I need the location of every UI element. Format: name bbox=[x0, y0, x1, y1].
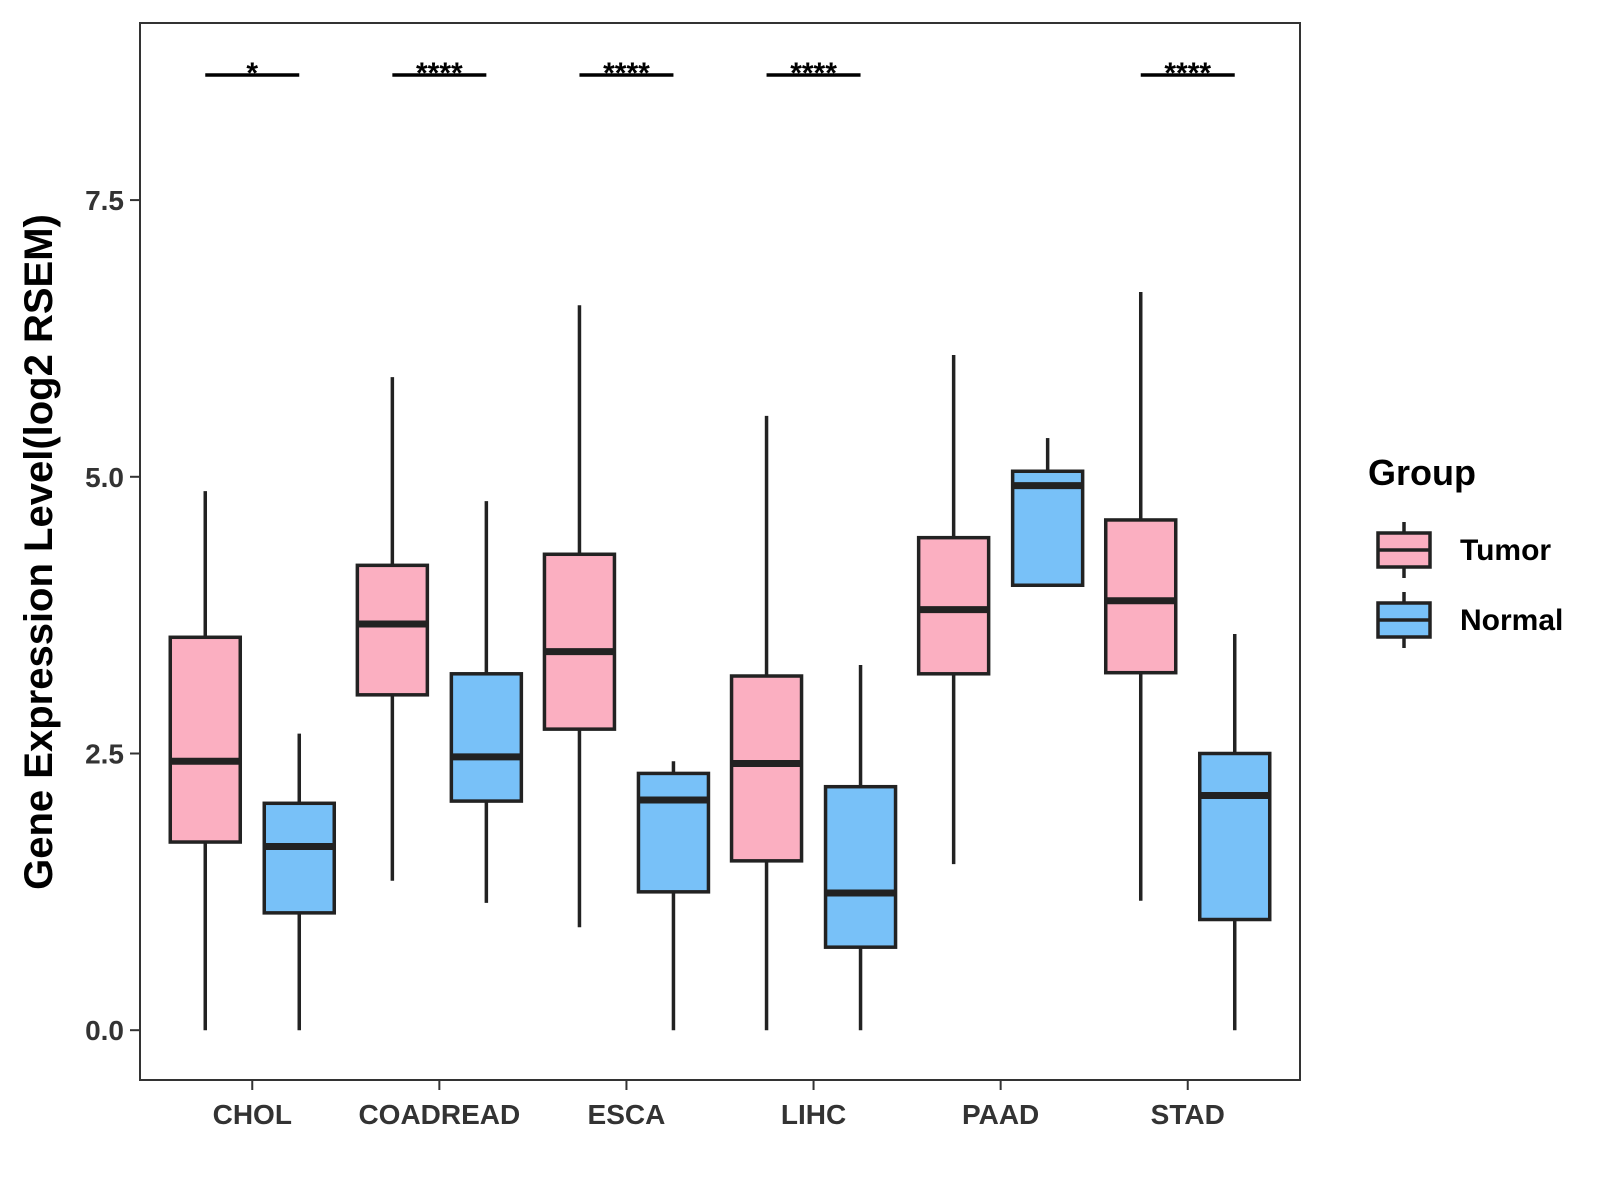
y-tick-label: 5.0 bbox=[85, 462, 124, 493]
x-tick-label: ESCA bbox=[588, 1099, 666, 1130]
box-tumor bbox=[355, 563, 430, 697]
significance-label: **** bbox=[1164, 57, 1211, 90]
box-normal bbox=[823, 784, 898, 949]
significance-label: * bbox=[246, 57, 258, 90]
x-tick-label: CHOL bbox=[213, 1099, 292, 1130]
legend-label-tumor: Tumor bbox=[1460, 534, 1551, 567]
y-axis: 0.0 2.5 5.0 7.5 bbox=[85, 185, 140, 1046]
box-tumor bbox=[729, 674, 804, 863]
y-tick-label: 0.0 bbox=[85, 1015, 124, 1046]
box-normal bbox=[262, 801, 337, 915]
box-layer bbox=[168, 291, 1272, 1031]
y-tick-label: 2.5 bbox=[85, 738, 124, 769]
box-tumor bbox=[916, 535, 991, 676]
box-normal bbox=[1010, 469, 1085, 588]
box-tumor bbox=[1103, 518, 1178, 675]
x-tick-label: PAAD bbox=[962, 1099, 1039, 1130]
legend: Group Tumor Normal bbox=[1368, 452, 1563, 648]
box-normal bbox=[449, 672, 524, 803]
significance-layer: * **** **** **** **** bbox=[205, 57, 1235, 90]
x-tick-label: LIHC bbox=[781, 1099, 846, 1130]
legend-title: Group bbox=[1368, 452, 1476, 493]
significance-label: **** bbox=[416, 57, 463, 90]
significance-label: **** bbox=[603, 57, 650, 90]
x-tick-label: COADREAD bbox=[358, 1099, 520, 1130]
y-tick-label: 7.5 bbox=[85, 185, 124, 216]
y-axis-title: Gene Expression Level(log2 RSEM) bbox=[17, 214, 61, 890]
box-normal bbox=[636, 771, 711, 894]
x-tick-label: STAD bbox=[1151, 1099, 1225, 1130]
legend-label-normal: Normal bbox=[1460, 604, 1563, 637]
box-tumor bbox=[542, 552, 617, 731]
box-tumor bbox=[168, 635, 243, 844]
box-normal bbox=[1197, 751, 1272, 922]
significance-label: **** bbox=[790, 57, 837, 90]
x-axis: CHOL COADREAD ESCA LIHC PAAD STAD bbox=[213, 1080, 1225, 1130]
